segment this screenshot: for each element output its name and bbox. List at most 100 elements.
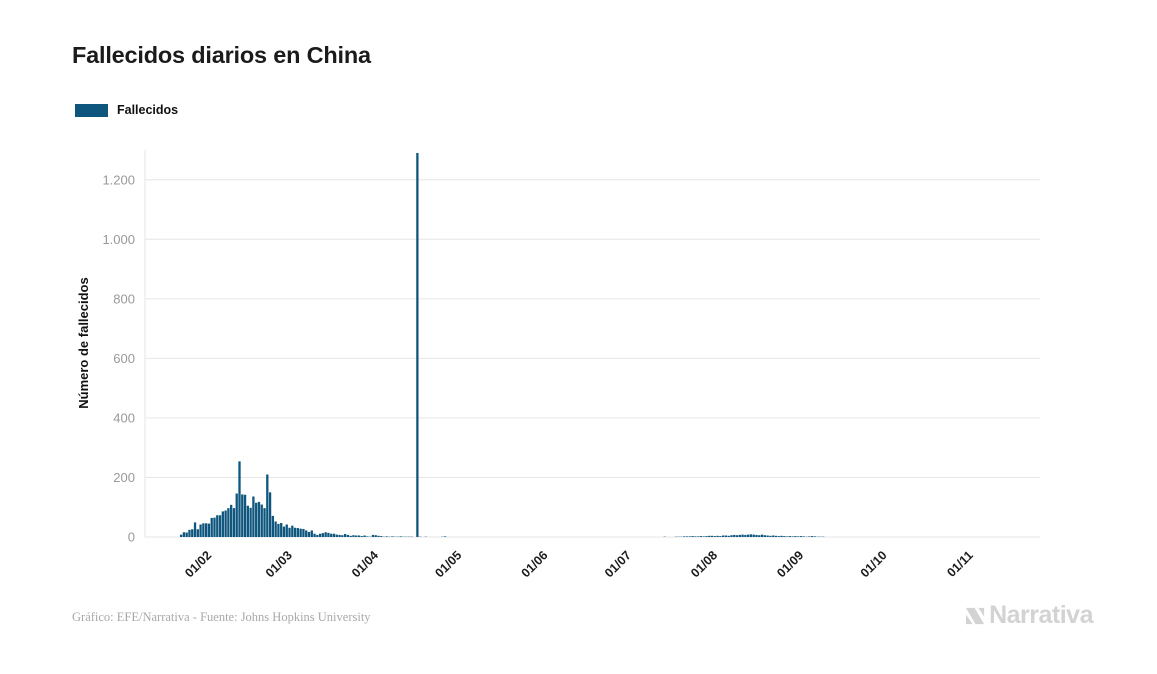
bar [688, 536, 691, 537]
bar [305, 530, 308, 537]
bar [349, 535, 352, 537]
bar [366, 536, 369, 537]
bar [355, 535, 358, 537]
bar [763, 535, 766, 537]
bar [210, 517, 213, 537]
bar [713, 536, 716, 537]
bar [769, 535, 772, 537]
bar [391, 536, 394, 537]
bar [307, 531, 311, 537]
x-tick-label: 01/07 [602, 548, 634, 580]
bar [246, 505, 249, 537]
bar [760, 534, 764, 537]
bar [224, 510, 227, 537]
x-tick-label: 01/11 [944, 548, 976, 580]
bar [785, 536, 789, 537]
bar [716, 535, 719, 537]
bar [788, 536, 791, 537]
y-axis-title: Número de fallecidos [76, 277, 91, 408]
bar [363, 535, 366, 537]
bar [238, 461, 241, 537]
bar [302, 528, 305, 537]
x-tick-label: 01/05 [432, 548, 464, 580]
bar [813, 536, 817, 537]
y-tick-label: 1.000 [102, 232, 135, 247]
bar [330, 533, 333, 537]
bar [374, 535, 377, 537]
bar [202, 523, 205, 537]
bar [277, 523, 280, 537]
bar [744, 534, 747, 537]
bar [810, 536, 814, 537]
bar [332, 533, 336, 537]
bar [685, 536, 689, 537]
bar [293, 527, 297, 537]
bar [799, 536, 803, 537]
bar [808, 536, 811, 537]
bar [738, 534, 741, 537]
x-tick-label: 01/10 [858, 548, 890, 580]
y-tick-label: 400 [113, 410, 135, 425]
bar [271, 515, 275, 537]
bar [249, 507, 252, 537]
bar [205, 523, 208, 537]
bar [260, 504, 263, 537]
bar [343, 534, 347, 537]
bar [280, 523, 283, 537]
bar [357, 535, 361, 537]
bar [724, 535, 728, 537]
bar [216, 515, 219, 537]
bar [291, 525, 294, 537]
bar [399, 536, 402, 537]
bar [299, 528, 302, 537]
bar [721, 535, 725, 537]
bar [179, 534, 183, 537]
bar [794, 536, 797, 537]
bar [313, 533, 316, 537]
narrativa-logo-text: Narrativa [989, 601, 1093, 629]
bar [691, 536, 694, 537]
bar [199, 524, 202, 537]
bar [321, 533, 325, 537]
y-tick-label: 200 [113, 470, 135, 485]
bar [268, 492, 272, 537]
bar [702, 536, 705, 537]
y-tick-label: 1.200 [102, 172, 135, 187]
x-tick-label: 01/02 [182, 548, 214, 580]
bar [791, 536, 794, 537]
bar [710, 535, 714, 537]
bar [191, 529, 194, 537]
bar [727, 535, 730, 537]
bar [288, 527, 291, 537]
bar [257, 501, 261, 537]
bar [235, 493, 238, 537]
bar [318, 533, 322, 537]
bar [733, 534, 736, 537]
bar [708, 535, 711, 537]
bar [252, 496, 255, 537]
bar [683, 536, 686, 537]
bar [444, 536, 447, 537]
bar [335, 534, 338, 537]
bar [766, 535, 769, 537]
bar [416, 152, 419, 538]
bar [338, 534, 341, 537]
bar [285, 524, 288, 537]
legend-label-fallecidos: Fallecidos [117, 103, 179, 117]
bar [232, 508, 236, 537]
narrativa-logo: Narrativa [965, 601, 1093, 630]
bar [694, 536, 697, 537]
bar [371, 534, 375, 537]
x-tick-label: 01/04 [349, 548, 381, 580]
legend[interactable]: Fallecidos [75, 103, 178, 117]
y-tick-label: 0 [128, 530, 135, 545]
bar [758, 535, 761, 537]
bar [263, 508, 266, 537]
bar [749, 534, 753, 537]
bar [780, 535, 783, 537]
bar [352, 535, 355, 537]
bar [193, 522, 197, 537]
bar [221, 511, 224, 537]
page-title: Fallecidos diarios en China [72, 42, 371, 68]
